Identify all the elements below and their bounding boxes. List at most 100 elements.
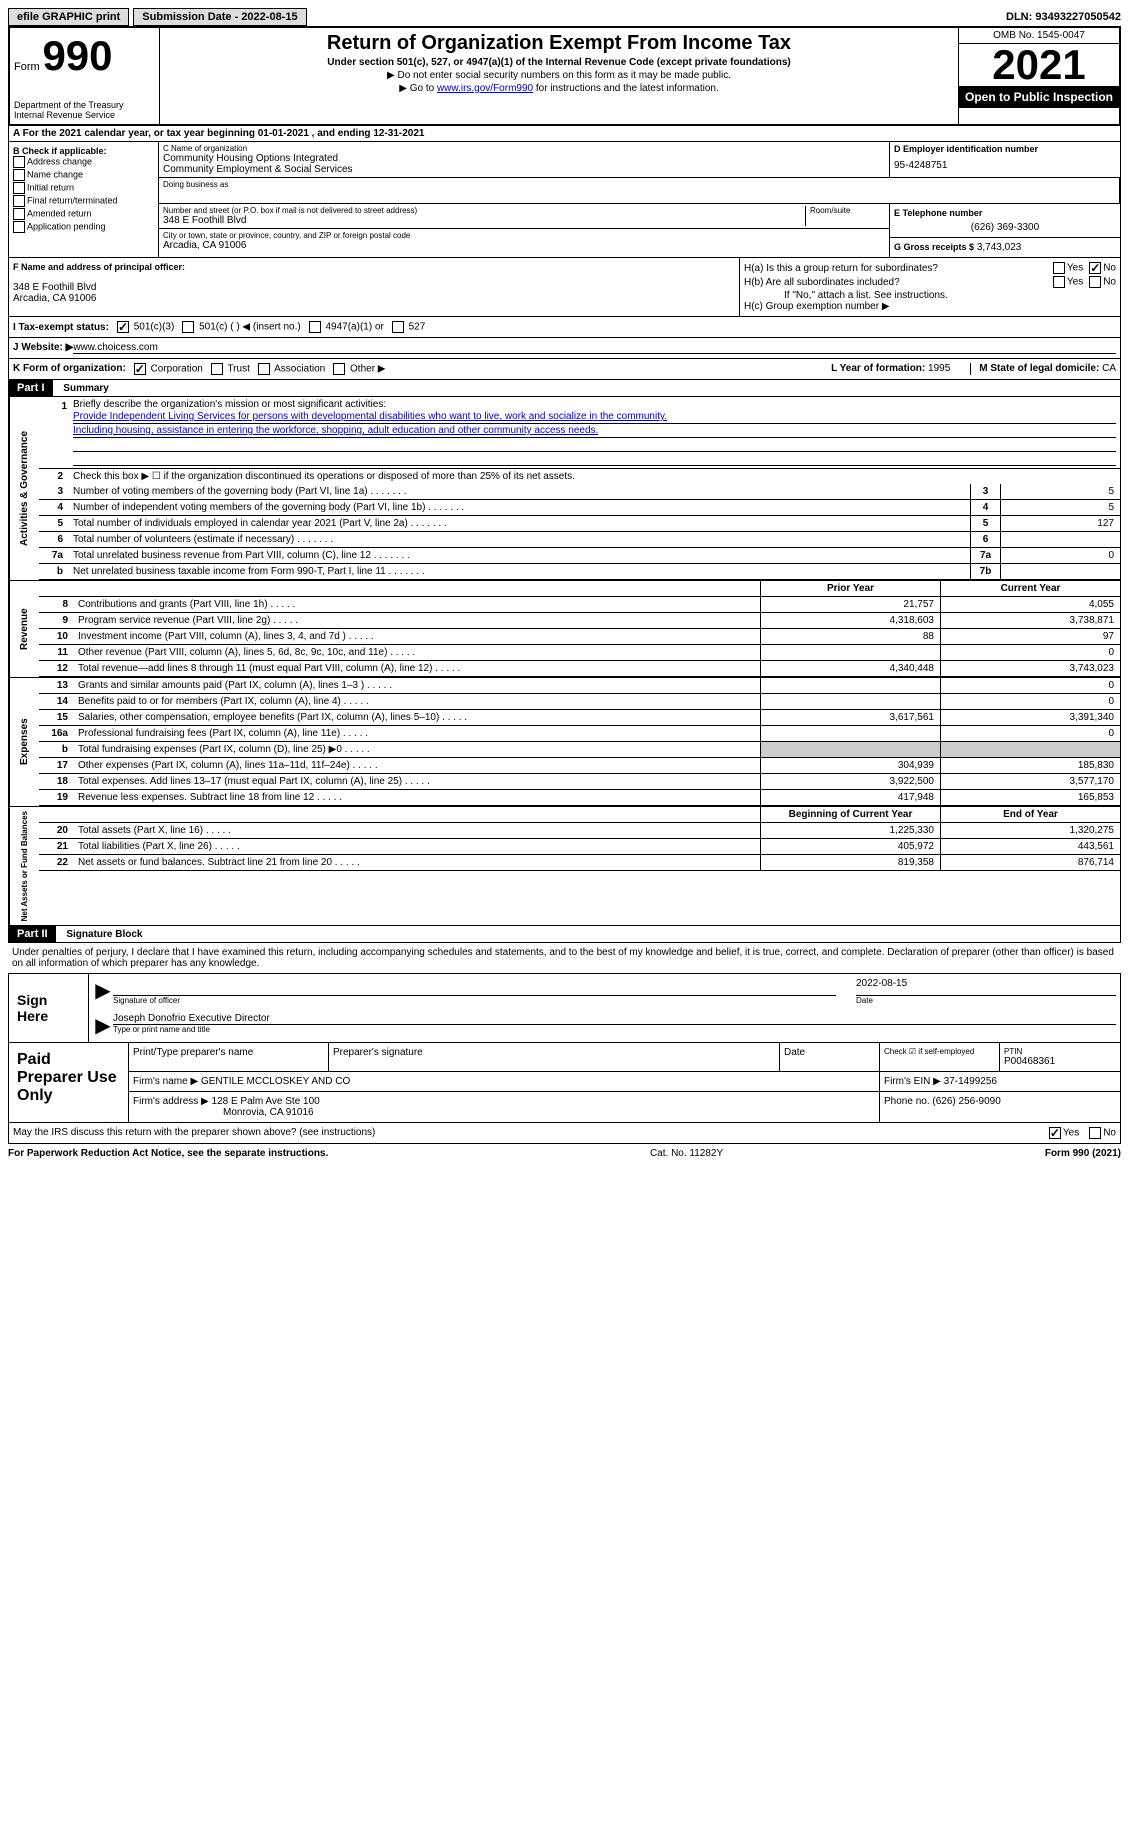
prep-selfemployed[interactable]: Check ☑ if self-employed <box>880 1043 1000 1071</box>
officer-name-label: Type or print name and title <box>113 1025 1116 1034</box>
cb-final-return[interactable]: Final return/terminated <box>13 195 154 207</box>
efile-print-button[interactable]: efile GRAPHIC print <box>8 8 129 26</box>
header-right: OMB No. 1545-0047 2021 Open to Public In… <box>959 28 1119 124</box>
mission-text-2: Including housing, assistance in enterin… <box>73 424 1116 438</box>
side-netassets: Net Assets or Fund Balances <box>9 807 39 925</box>
financial-row: 8Contributions and grants (Part VIII, li… <box>39 597 1120 613</box>
mission-blank-2 <box>73 452 1116 466</box>
form-header: Form 990 Department of the Treasury Inte… <box>8 26 1121 126</box>
mission-text-1: Provide Independent Living Services for … <box>73 410 1116 424</box>
summary-row: 5Total number of individuals employed in… <box>39 516 1120 532</box>
open-inspection-badge: Open to Public Inspection <box>959 86 1119 108</box>
hb-yes[interactable]: Yes <box>1053 276 1083 288</box>
cb-other[interactable]: Other ▶ <box>333 363 385 375</box>
side-expenses: Expenses <box>9 678 39 806</box>
form-word: Form <box>14 61 40 73</box>
hc-label: H(c) Group exemption number ▶ <box>744 301 1116 312</box>
col-h: H(a) Is this a group return for subordin… <box>740 258 1120 316</box>
year-formation-label: L Year of formation: <box>831 363 925 374</box>
footer-left: For Paperwork Reduction Act Notice, see … <box>8 1148 328 1159</box>
prep-sig-label: Preparer's signature <box>329 1043 780 1071</box>
cb-name-change[interactable]: Name change <box>13 169 154 181</box>
ptin-label: PTIN <box>1004 1047 1116 1056</box>
discuss-yes[interactable]: Yes <box>1049 1127 1079 1139</box>
financial-row: 9Program service revenue (Part VIII, lin… <box>39 613 1120 629</box>
cb-application-pending[interactable]: Application pending <box>13 221 154 233</box>
mission-block: 1 Briefly describe the organization's mi… <box>39 397 1120 469</box>
netassets-col-header: Beginning of Current Year End of Year <box>39 807 1120 823</box>
city-label: City or town, state or province, country… <box>163 231 885 240</box>
ha-yes[interactable]: Yes <box>1053 262 1083 274</box>
cb-501c[interactable]: 501(c) ( ) ◀ (insert no.) <box>182 321 300 333</box>
dba-label: Doing business as <box>163 180 1115 189</box>
summary-expenses: Expenses 13Grants and similar amounts pa… <box>8 678 1121 807</box>
officer-label: F Name and address of principal officer: <box>13 262 735 272</box>
hb-no[interactable]: No <box>1089 276 1116 288</box>
sig-arrow-icon: ▶ <box>93 978 113 1005</box>
addr-value: 348 E Foothill Blvd <box>163 215 805 226</box>
summary-row: 3Number of voting members of the governi… <box>39 484 1120 500</box>
hb-label: H(b) Are all subordinates included? <box>744 277 1053 288</box>
sig-arrow-icon-2: ▶ <box>93 1013 113 1038</box>
financial-row: 10Investment income (Part VIII, column (… <box>39 629 1120 645</box>
firm-name-label: Firm's name ▶ <box>133 1076 198 1087</box>
col-e: E Telephone number (626) 369-3300 G Gros… <box>890 204 1120 257</box>
section-bcde: B Check if applicable: Address change Na… <box>8 142 1121 258</box>
header-left: Form 990 Department of the Treasury Inte… <box>10 28 160 124</box>
irs-link[interactable]: www.irs.gov/Form990 <box>437 83 533 94</box>
paid-preparer-block: Paid Preparer Use Only Print/Type prepar… <box>8 1043 1121 1123</box>
row-i-tax-status: I Tax-exempt status: 501(c)(3) 501(c) ( … <box>8 317 1121 338</box>
col-c: C Name of organization Community Housing… <box>159 142 1120 257</box>
mission-label: Briefly describe the organization's miss… <box>73 399 1116 410</box>
state-domicile-label: M State of legal domicile: <box>979 363 1099 374</box>
firm-addr-label: Firm's address ▶ <box>133 1096 209 1107</box>
firm-ein-value: 37-1499256 <box>944 1076 997 1087</box>
cb-corporation[interactable]: Corporation <box>134 363 203 375</box>
financial-row: bTotal fundraising expenses (Part IX, co… <box>39 742 1120 758</box>
firm-name-value: GENTILE MCCLOSKEY AND CO <box>201 1076 350 1087</box>
row-j-website: J Website: ▶ www.choicess.com <box>8 338 1121 359</box>
cb-4947[interactable]: 4947(a)(1) or <box>309 321 384 333</box>
firm-phone-value: (626) 256-9090 <box>932 1096 1000 1107</box>
financial-row: 11Other revenue (Part VIII, column (A), … <box>39 645 1120 661</box>
firm-phone-label: Phone no. <box>884 1096 930 1107</box>
financial-row: 15Salaries, other compensation, employee… <box>39 710 1120 726</box>
dba-box: Doing business as <box>159 178 1120 204</box>
prep-date-label: Date <box>780 1043 880 1071</box>
submission-date-button[interactable]: Submission Date - 2022-08-15 <box>133 8 306 26</box>
discuss-row: May the IRS discuss this return with the… <box>8 1123 1121 1144</box>
firm-addr-value2: Monrovia, CA 91016 <box>133 1107 875 1118</box>
city-value: Arcadia, CA 91006 <box>163 240 885 251</box>
ein-value: 95-4248751 <box>894 160 1116 171</box>
officer-signature-line[interactable] <box>113 978 836 996</box>
gross-receipts-box: G Gross receipts $ 3,743,023 <box>890 238 1120 257</box>
footer-mid: Cat. No. 11282Y <box>650 1148 723 1159</box>
cb-address-change[interactable]: Address change <box>13 156 154 168</box>
form-org-label: K Form of organization: <box>13 363 126 375</box>
prior-year-header: Prior Year <box>760 581 940 596</box>
form-subtitle: Under section 501(c), 527, or 4947(a)(1)… <box>168 57 950 68</box>
summary-netassets: Net Assets or Fund Balances Beginning of… <box>8 807 1121 926</box>
col-b-checkboxes: B Check if applicable: Address change Na… <box>9 142 159 257</box>
firm-addr-value1: 128 E Palm Ave Ste 100 <box>212 1096 320 1107</box>
cb-trust[interactable]: Trust <box>211 363 250 375</box>
room-label: Room/suite <box>810 206 885 215</box>
form-note-2: ▶ Go to www.irs.gov/Form990 for instruct… <box>168 83 950 94</box>
form-note-1: ▶ Do not enter social security numbers o… <box>168 70 950 81</box>
penalty-text: Under penalties of perjury, I declare th… <box>8 943 1121 973</box>
discuss-no[interactable]: No <box>1089 1127 1116 1139</box>
state-domicile-value: CA <box>1102 363 1116 374</box>
cb-initial-return[interactable]: Initial return <box>13 182 154 194</box>
cb-amended-return[interactable]: Amended return <box>13 208 154 220</box>
cb-527[interactable]: 527 <box>392 321 425 333</box>
page-footer: For Paperwork Reduction Act Notice, see … <box>8 1144 1121 1163</box>
part2-title: Signature Block <box>58 927 150 942</box>
form-number: 990 <box>42 32 112 79</box>
ha-no[interactable]: No <box>1089 262 1116 274</box>
cb-association[interactable]: Association <box>258 363 325 375</box>
cb-501c3[interactable]: 501(c)(3) <box>117 321 174 333</box>
addr-label: Number and street (or P.O. box if mail i… <box>163 206 805 215</box>
financial-row: 19Revenue less expenses. Subtract line 1… <box>39 790 1120 806</box>
summary-row: 7aTotal unrelated business revenue from … <box>39 548 1120 564</box>
sign-here-label: Sign Here <box>9 974 89 1042</box>
